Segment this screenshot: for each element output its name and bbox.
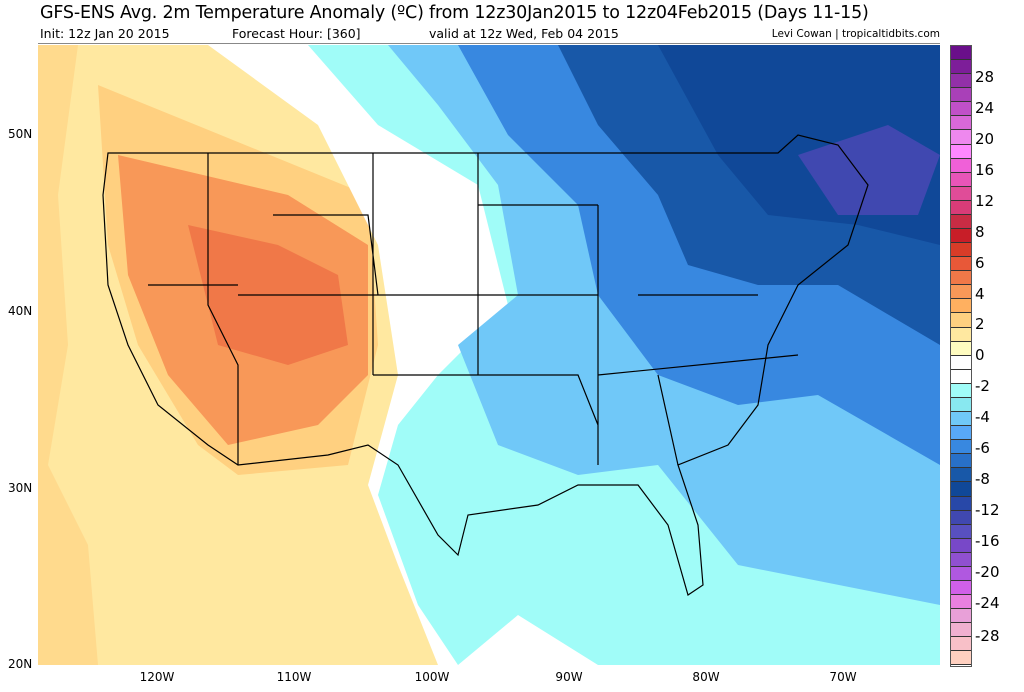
colorbar-segment <box>951 299 971 314</box>
colorbar-segment <box>951 172 971 187</box>
temperature-anomaly-map <box>38 45 940 665</box>
colorbar-label: 16 <box>975 161 995 179</box>
colorbar-label: -2 <box>975 377 990 395</box>
divider <box>38 43 940 44</box>
lat-label: 30N <box>8 481 33 495</box>
colorbar-segment <box>951 243 971 258</box>
colorbar-label: -12 <box>975 501 1000 519</box>
colorbar-segment <box>951 510 971 525</box>
colorbar-segment <box>951 116 971 131</box>
us-outline <box>102 134 869 596</box>
credit: Levi Cowan | tropicaltidbits.com <box>771 28 940 40</box>
colorbar-label: 0 <box>975 346 985 364</box>
map-title: GFS-ENS Avg. 2m Temperature Anomaly (ºC)… <box>40 3 869 23</box>
colorbar-segment <box>951 158 971 173</box>
colorbar-segment <box>951 383 971 398</box>
colorbar-segment <box>951 637 971 652</box>
colorbar-segment <box>951 214 971 230</box>
colorbar-segment <box>951 285 971 300</box>
colorbar-segment <box>951 130 971 145</box>
borders <box>102 134 869 596</box>
colorbar-segment <box>951 552 971 567</box>
colorbar-label: -20 <box>975 563 1000 581</box>
colorbar-segment <box>951 88 971 103</box>
lon-label: 110W <box>276 670 312 684</box>
state-lines <box>148 153 799 466</box>
colorbar-segment <box>951 327 971 342</box>
colorbar-label: -4 <box>975 408 990 426</box>
colorbar-segment <box>951 341 971 356</box>
colorbar-label: -28 <box>975 627 1000 645</box>
colorbar-segment <box>951 454 971 469</box>
lat-label: 50N <box>8 127 33 141</box>
lon-label: 80W <box>692 670 720 684</box>
warm-ocean <box>38 45 98 665</box>
colorbar-segment <box>951 397 971 413</box>
colorbar-segment <box>951 46 971 61</box>
colorbar-label: 2 <box>975 315 985 333</box>
colorbar-segment <box>951 440 971 455</box>
colorbar-segment <box>951 355 971 370</box>
colorbar-segment <box>951 651 971 666</box>
colorbar-segment <box>951 482 971 497</box>
anomaly-minus-12 <box>798 125 940 215</box>
colorbar-segment <box>951 566 971 581</box>
colorbar-label: 20 <box>975 130 995 148</box>
colorbar-segment <box>951 186 971 201</box>
colorbar-segment <box>951 271 971 286</box>
colorbar-segment <box>951 313 971 328</box>
colorbar-segment <box>951 369 971 384</box>
colorbar-segment <box>951 524 971 539</box>
colorbar-label: 4 <box>975 285 985 303</box>
colorbar-segment <box>951 580 971 596</box>
colorbar-label: -16 <box>975 532 1000 550</box>
colorbar-label: 12 <box>975 192 995 210</box>
colorbar-segment <box>951 412 971 427</box>
lat-label: 20N <box>8 657 33 671</box>
colorbar-segment <box>951 102 971 117</box>
lon-label: 120W <box>139 670 175 684</box>
colorbar <box>950 45 972 667</box>
colorbar-label: 24 <box>975 99 995 117</box>
colorbar-label: -6 <box>975 439 990 457</box>
colorbar-segment <box>951 229 971 244</box>
colorbar-segment <box>951 623 971 638</box>
colorbar-segment <box>951 538 971 553</box>
colorbar-label: 6 <box>975 254 985 272</box>
colorbar-label: 8 <box>975 223 985 241</box>
colorbar-segment <box>951 60 971 75</box>
init-time: Init: 12z Jan 20 2015 <box>40 26 170 41</box>
colorbar-segment <box>951 468 971 483</box>
colorbar-segment <box>951 257 971 272</box>
colorbar-segment <box>951 496 971 511</box>
colorbar-segment <box>951 200 971 215</box>
colorbar-segment <box>951 144 971 159</box>
lon-label: 70W <box>829 670 857 684</box>
forecast-hour: Forecast Hour: [360] <box>232 26 361 41</box>
lat-label: 40N <box>8 304 33 318</box>
colorbar-label: -24 <box>975 594 1000 612</box>
colorbar-segment <box>951 74 971 89</box>
valid-time: valid at 12z Wed, Feb 04 2015 <box>429 26 619 41</box>
colorbar-segment <box>951 426 971 441</box>
colorbar-label: -8 <box>975 470 990 488</box>
colorbar-segment <box>951 609 971 624</box>
colorbar-label: 28 <box>975 68 995 86</box>
lon-label: 100W <box>414 670 450 684</box>
lon-label: 90W <box>555 670 583 684</box>
colorbar-segment <box>951 595 971 610</box>
